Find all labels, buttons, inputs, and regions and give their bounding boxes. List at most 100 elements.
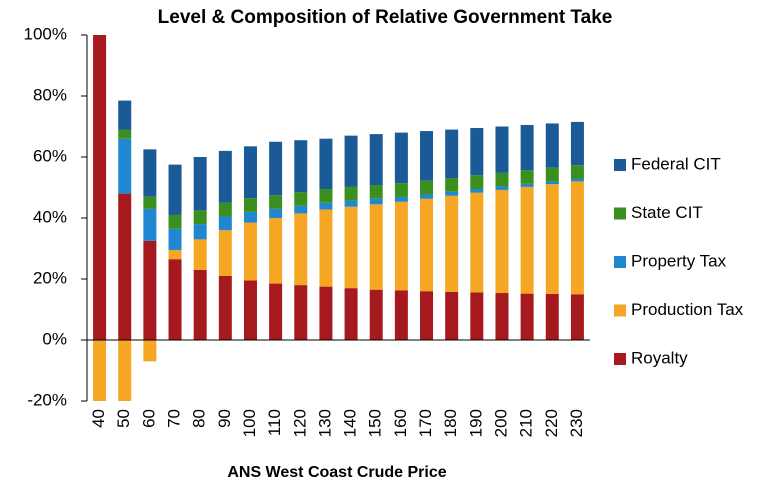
bar-segment [470,189,484,193]
bar-segment [369,185,383,199]
x-tick-label: 180 [441,409,460,437]
bar-segment [143,149,157,197]
bar-segment [193,239,207,270]
bar-segment [93,35,107,340]
bar-segment [269,141,283,196]
legend-swatch [614,256,626,268]
bar-segment [193,224,207,240]
bar-segment [394,201,408,291]
bar-segment [168,250,182,260]
bar-segment [420,131,434,181]
bar-segment [495,189,509,294]
bar-segment [570,165,584,179]
bar-segment [269,208,283,218]
bar-segment [545,181,559,185]
x-tick-label: 80 [190,409,209,428]
bar-segment [369,289,383,340]
bar-segment [118,340,132,401]
bar-segment [218,216,232,231]
bar-segment [118,129,132,139]
bar-segment [294,192,308,206]
x-tick-label: 210 [517,409,536,437]
bar-segment [218,150,232,203]
bar-segment [344,135,358,187]
legend-swatch [614,304,626,317]
bar-segment [319,202,333,210]
bar-segment [445,291,459,340]
bar-segment [143,208,157,241]
bar-segment [420,291,434,340]
bar-segment [369,198,383,205]
x-tick-label: 140 [341,409,360,437]
legend-swatch [614,353,626,365]
bar-segment [470,292,484,340]
x-tick-label: 100 [240,409,259,437]
bar-segment [495,126,509,173]
bar-segment [520,124,534,171]
x-tick-label: 190 [466,409,485,437]
bar-segment [545,184,559,294]
bar-segment [269,195,283,209]
bar-segment [470,128,484,176]
legend-label: Production Tax [631,300,744,319]
y-tick-label: 100% [24,24,67,43]
x-tick-label: 120 [290,409,309,437]
bar-segment [394,290,408,340]
x-tick-label: 60 [139,409,158,428]
bar-segment [218,202,232,217]
bar-segment [495,293,509,340]
bar-segment [420,198,434,292]
bar-segment [570,294,584,340]
x-tick-label: 150 [366,409,385,437]
legend-label: Property Tax [631,251,727,270]
bar-segment [218,230,232,276]
bar-segment [545,123,559,168]
bar-segment [168,164,182,215]
bar-segment [344,186,358,201]
chart-title: Level & Composition of Relative Governme… [158,7,613,28]
y-tick-label: 40% [33,207,67,226]
bar-segment [93,340,107,401]
x-tick-label: 50 [114,409,133,428]
bar-segment [168,214,182,229]
bar-segment [369,204,383,290]
x-tick-label: 40 [89,409,108,428]
x-tick-label: 130 [315,409,334,437]
bar-segment [344,200,358,207]
bar-segment [269,283,283,340]
x-tick-label: 110 [265,409,284,436]
x-tick-label: 70 [165,409,184,428]
bars [93,35,584,401]
bar-segment [570,181,584,295]
bar-segment [369,134,383,186]
bar-segment [294,213,308,286]
bar-segment [193,269,207,340]
x-tick-label: 200 [491,409,510,437]
legend-label: State CIT [631,203,703,222]
bar-segment [168,228,182,251]
bar-segment [118,193,132,340]
bar-segment [243,198,257,212]
bar-segment [470,175,484,190]
bar-segment [495,186,509,190]
bar-segment [193,210,207,225]
bar-segment [394,183,408,197]
bar-segment [243,280,257,340]
bar-segment [319,138,333,190]
y-tick-label: 80% [33,85,67,104]
bar-segment [168,259,182,340]
bar-segment [319,189,333,203]
legend-label: Royalty [631,348,688,367]
bar-segment [344,206,358,289]
legend-swatch [614,207,626,220]
bar-segment [445,129,459,179]
legend-swatch [614,159,626,171]
y-tick-label: 60% [33,146,67,165]
x-tick-label: 230 [567,409,586,437]
bar-segment [319,209,333,287]
bar-segment [445,191,459,196]
bar-segment [394,196,408,202]
bar-segment [520,293,534,340]
bar-segment [520,186,534,294]
